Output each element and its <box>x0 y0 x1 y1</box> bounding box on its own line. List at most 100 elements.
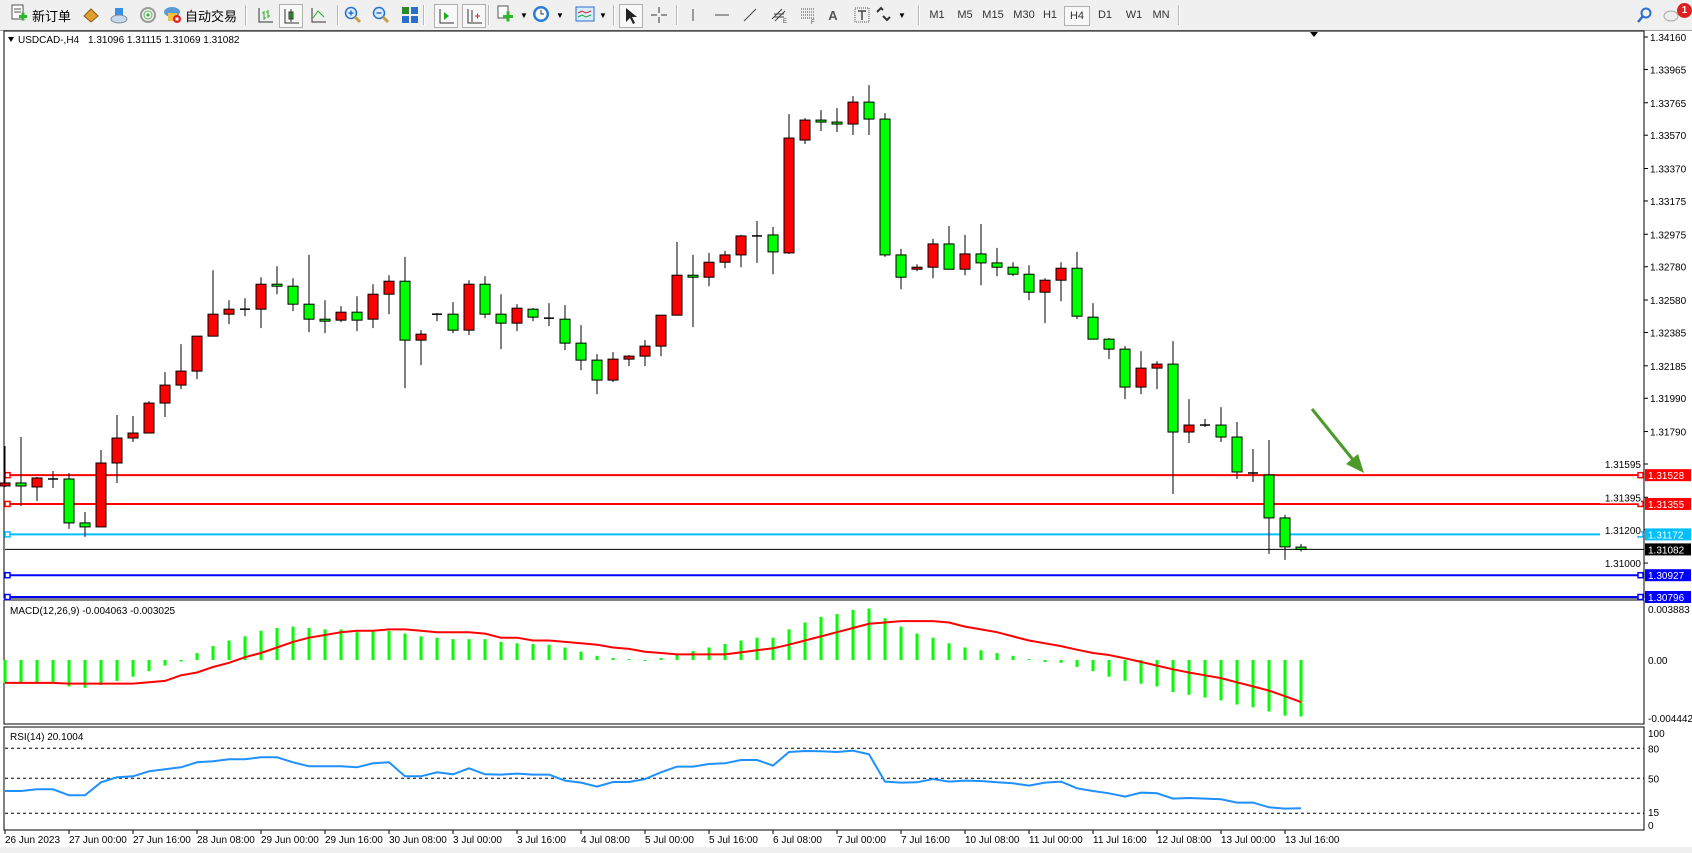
arrows-button[interactable]: ▼ <box>874 4 906 26</box>
chart-shift-icon[interactable] <box>462 4 486 28</box>
price-axis-label: 1.31200 <box>1605 526 1642 537</box>
periodicity-button[interactable]: ▼ <box>532 4 564 26</box>
dropdown-arrow-icon: ▼ <box>520 10 528 20</box>
timeframe-m15[interactable]: M15 <box>982 9 1004 21</box>
cursor-icon[interactable] <box>619 4 643 28</box>
new-chart-button[interactable]: ▼ <box>496 4 528 26</box>
macd-histogram-bar <box>35 660 39 684</box>
candle <box>287 278 299 312</box>
collapse-triangle-icon[interactable] <box>8 37 14 42</box>
line-chart-icon[interactable] <box>307 4 329 26</box>
macd-histogram-bar <box>67 660 71 687</box>
horizontal-level-handle[interactable] <box>4 593 11 601</box>
market-watch-icon[interactable] <box>108 4 130 26</box>
candle <box>31 476 43 501</box>
macd-histogram-bar <box>339 629 343 660</box>
horizontal-level-handle[interactable] <box>1637 471 1644 479</box>
horizontal-level-handle[interactable] <box>4 571 11 579</box>
macd-histogram-bar <box>595 655 599 660</box>
candle <box>1151 361 1163 390</box>
vertical-line-icon[interactable] <box>682 4 704 26</box>
price-axis-label-background <box>1600 523 1641 536</box>
new-order-label: 新订单 <box>32 8 72 24</box>
candlestick-chart-icon[interactable] <box>279 4 303 28</box>
time-axis-label: 12 Jul 08:00 <box>1157 835 1212 846</box>
candle <box>240 298 250 317</box>
time-axis-label: 4 Jul 08:00 <box>581 835 630 846</box>
auto-scroll-icon[interactable] <box>434 4 458 28</box>
macd-axis-label: -0.004442 <box>1648 714 1692 725</box>
fibonacci-icon[interactable]: F <box>797 4 819 26</box>
price-axis-label: 1.34160 <box>1650 33 1687 44</box>
timeframe-w1[interactable]: W1 <box>1125 9 1143 21</box>
horizontal-level-handle[interactable] <box>4 471 11 479</box>
annotation-arrow-line[interactable] <box>1310 408 1360 467</box>
gold-icon[interactable] <box>80 4 102 26</box>
candle-body <box>223 308 235 315</box>
macd-histogram-bar <box>1043 660 1047 662</box>
equidistant-channel-icon[interactable]: E <box>768 4 790 26</box>
candle <box>623 355 635 367</box>
candle-body <box>191 335 203 372</box>
candle <box>383 275 395 315</box>
candle <box>1167 341 1179 494</box>
candle <box>575 325 587 371</box>
crosshair-icon[interactable] <box>648 4 670 26</box>
horizontal-level-handle[interactable] <box>1637 593 1644 601</box>
chart-shift-marker-icon[interactable] <box>1310 32 1318 37</box>
timeframe-h1[interactable]: H1 <box>1042 9 1058 21</box>
horizontal-level-handle[interactable] <box>4 500 11 508</box>
price-axis-label-background <box>1600 557 1641 570</box>
auto-trading-button[interactable]: 自动交易 <box>163 4 237 26</box>
macd-histogram-bar <box>931 637 935 660</box>
current-price-price-label: 1.31082 <box>1648 545 1685 556</box>
time-axis-label: 26 Jun 2023 <box>5 835 60 846</box>
horizontal-level-price-tag <box>1645 528 1691 541</box>
timeframe-mn[interactable]: MN <box>1152 9 1170 21</box>
zoom-out-icon[interactable] <box>370 4 392 26</box>
candle-body <box>1295 546 1307 550</box>
notifications-icon[interactable] <box>1660 4 1682 26</box>
timeframe-m30[interactable]: M30 <box>1013 9 1035 21</box>
candle-body <box>991 262 1003 268</box>
text-tool-icon[interactable]: A <box>828 7 838 23</box>
text-label-icon[interactable] <box>851 4 873 26</box>
new-order-button[interactable]: 新订单 <box>10 4 71 26</box>
macd-axis-label: 0.00 <box>1648 656 1668 667</box>
timeframe-d1[interactable]: D1 <box>1097 9 1113 21</box>
notification-count-badge[interactable]: 1 <box>1677 3 1692 18</box>
candle <box>223 300 235 325</box>
candle-body <box>335 311 347 321</box>
timeframe-m1[interactable]: M1 <box>929 9 945 21</box>
horizontal-level-handle[interactable] <box>4 531 11 538</box>
timeframe-m5[interactable]: M5 <box>957 9 973 21</box>
dropdown-arrow-icon: ▼ <box>556 10 564 20</box>
macd-histogram-bar <box>1171 660 1175 692</box>
timeframe-h4[interactable]: H4 <box>1064 6 1090 26</box>
trendline-icon[interactable] <box>739 4 761 26</box>
candle <box>335 306 347 323</box>
horizontal-level-price-tag <box>1645 497 1691 510</box>
macd-histogram-bar <box>259 630 263 660</box>
horizontal-line-icon[interactable] <box>711 4 733 26</box>
dropdown-arrow-icon: ▼ <box>599 10 607 20</box>
candle-body <box>1119 348 1131 388</box>
time-axis-label: 3 Jul 16:00 <box>517 835 566 846</box>
tile-windows-icon[interactable] <box>399 4 421 26</box>
time-axis-label: 13 Jul 00:00 <box>1221 835 1276 846</box>
candle <box>1071 251 1083 320</box>
horizontal-level-handle[interactable] <box>1637 571 1644 579</box>
bar-chart-icon[interactable] <box>254 4 276 26</box>
macd-histogram-bar <box>419 636 423 660</box>
macd-histogram-bar <box>691 650 695 660</box>
signals-icon[interactable] <box>137 4 159 26</box>
search-icon[interactable] <box>1633 4 1655 26</box>
candle-body <box>559 318 571 344</box>
zoom-in-icon[interactable] <box>342 4 364 26</box>
price-axis-label: 1.31790 <box>1650 428 1687 439</box>
candle-body <box>815 119 827 123</box>
candle-body <box>399 280 411 341</box>
templates-button[interactable]: ▼ <box>575 4 607 26</box>
candle <box>671 241 683 316</box>
